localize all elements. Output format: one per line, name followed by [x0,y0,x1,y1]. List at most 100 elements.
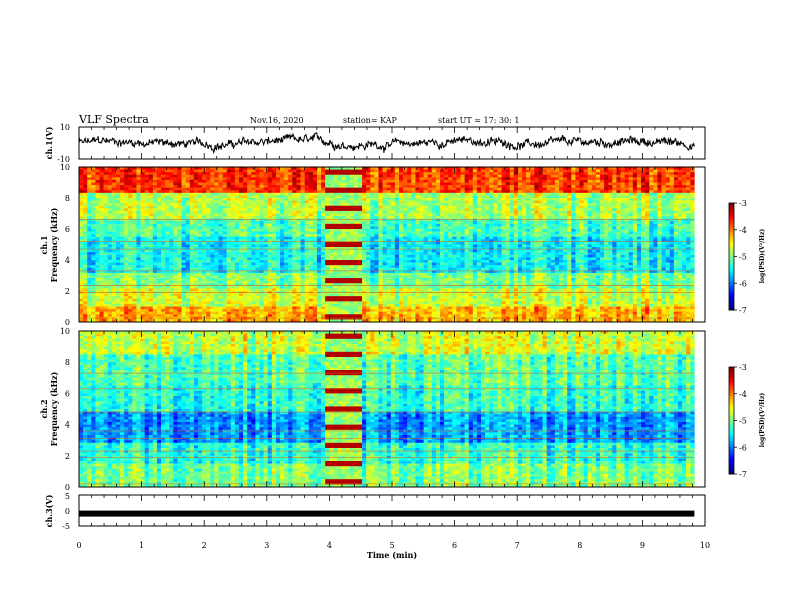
spectrogram-cell [382,218,387,222]
spectrogram-cell [661,234,666,238]
spectrogram-cell [193,231,199,235]
spectrogram-cell [595,244,601,248]
spectrogram-cell [522,177,527,181]
spectrogram-cell [493,208,498,212]
spectrogram-cell [243,221,248,225]
spectrogram-cell [468,174,474,178]
spectrogram-cell [308,195,314,199]
spectrogram-cell [612,231,617,235]
spectrogram-cell [161,226,166,230]
spectrogram-cell [87,172,92,176]
spectrogram-cell [579,179,584,183]
spectrogram-cell [673,247,679,250]
spectrogram-cell [255,249,260,253]
spectrogram-cell [575,213,580,217]
spectrogram-cell [83,213,88,217]
spectrogram-cell [325,221,330,225]
spectrogram-cell [382,192,387,196]
spectrogram-cell [181,249,186,253]
spectrogram-cell [193,223,199,227]
spectrogram-cell [222,169,227,173]
spectrogram-cell [362,172,367,176]
spectrogram-cell [522,229,527,232]
spectrogram-cell [337,221,342,225]
spectrogram-cell [476,167,482,170]
spectrogram-cell [632,213,638,217]
spectrogram-cell [431,229,437,232]
spectrogram-cell [641,192,646,196]
spectrogram-cell [263,177,269,181]
spectrogram-cell [509,172,515,176]
spectrogram-cell [571,210,576,214]
spectrogram-cell [632,239,638,243]
spectrogram-cell [677,223,683,227]
spectrogram-cell [472,218,478,222]
spectrogram-cell [489,226,494,230]
spectrogram-cell [308,249,314,253]
spectrogram-cell [587,198,593,201]
spectrogram-cell [357,218,363,222]
spectrogram-cell [682,192,687,196]
spectrogram-cell [517,223,523,227]
spectrogram-cell [234,198,240,201]
spectrogram-cell [563,187,568,191]
spectrogram-cell [587,177,593,181]
spectrogram-cell [337,247,342,250]
spectrogram-cell [83,182,88,186]
spectrogram-cell [567,205,572,209]
spectrogram-cell [645,218,650,222]
spectrogram-cell [296,205,301,209]
figure-title: VLF Spectra [78,113,149,126]
spectrogram-cell [419,234,424,238]
spectrogram-cell [690,190,695,194]
spectrogram-cell [505,169,511,173]
spectrogram-cell [604,182,609,186]
spectrogram-cell [255,239,260,243]
spectrogram-cell [435,203,441,207]
spectrogram-cell [316,218,322,222]
spectrogram-cell [238,241,244,245]
spectrogram-cell [394,210,400,214]
spectrogram-cell [398,205,404,209]
spectrogram-cell [505,234,511,238]
spectrogram-cell [546,182,552,186]
spectrogram-cell [476,208,482,212]
spectrogram-cell [173,177,178,181]
spectrogram-cell [419,203,424,207]
spectrogram-cell [677,216,683,219]
spectrogram-cell [440,226,445,230]
spectrogram-cell [501,239,506,243]
spectrogram-cell [501,182,506,186]
spectrogram-cell [234,241,240,245]
spectrogram-cell [509,182,515,186]
spectrogram-cell [632,221,638,225]
spectrogram-cell [165,203,170,207]
spectrogram-cell [267,236,273,240]
spectrogram-cell [247,182,252,186]
spectrogram-cell [411,226,416,230]
spectrogram-cell [628,182,634,186]
spectrogram-cell [144,229,150,232]
spectrogram-cell [538,190,543,194]
spectrogram-cell [169,205,174,209]
spectrogram-cell [460,229,465,232]
spectrogram-cell [563,216,568,219]
spectrogram-cell [218,187,223,191]
spectrogram-cell [193,249,199,253]
spectrogram-cell [567,190,572,194]
spectrogram-cell [292,172,297,176]
spectrogram-cell [636,221,642,225]
spectrogram-cell [563,167,568,170]
spectrogram-cell [349,210,355,214]
spectrogram-cell [542,198,547,201]
spectrogram-cell [386,249,392,253]
spectrogram-cell [382,182,387,186]
spectrogram-cell [567,169,572,173]
spectrogram-cell [333,247,338,250]
spectrogram-cell [288,213,293,217]
spectrogram-cell [485,179,490,183]
spectrogram-cell [444,205,449,209]
spectrogram-cell [636,195,642,199]
spectrogram-cell [144,241,150,245]
spectrogram-cell [136,244,141,248]
